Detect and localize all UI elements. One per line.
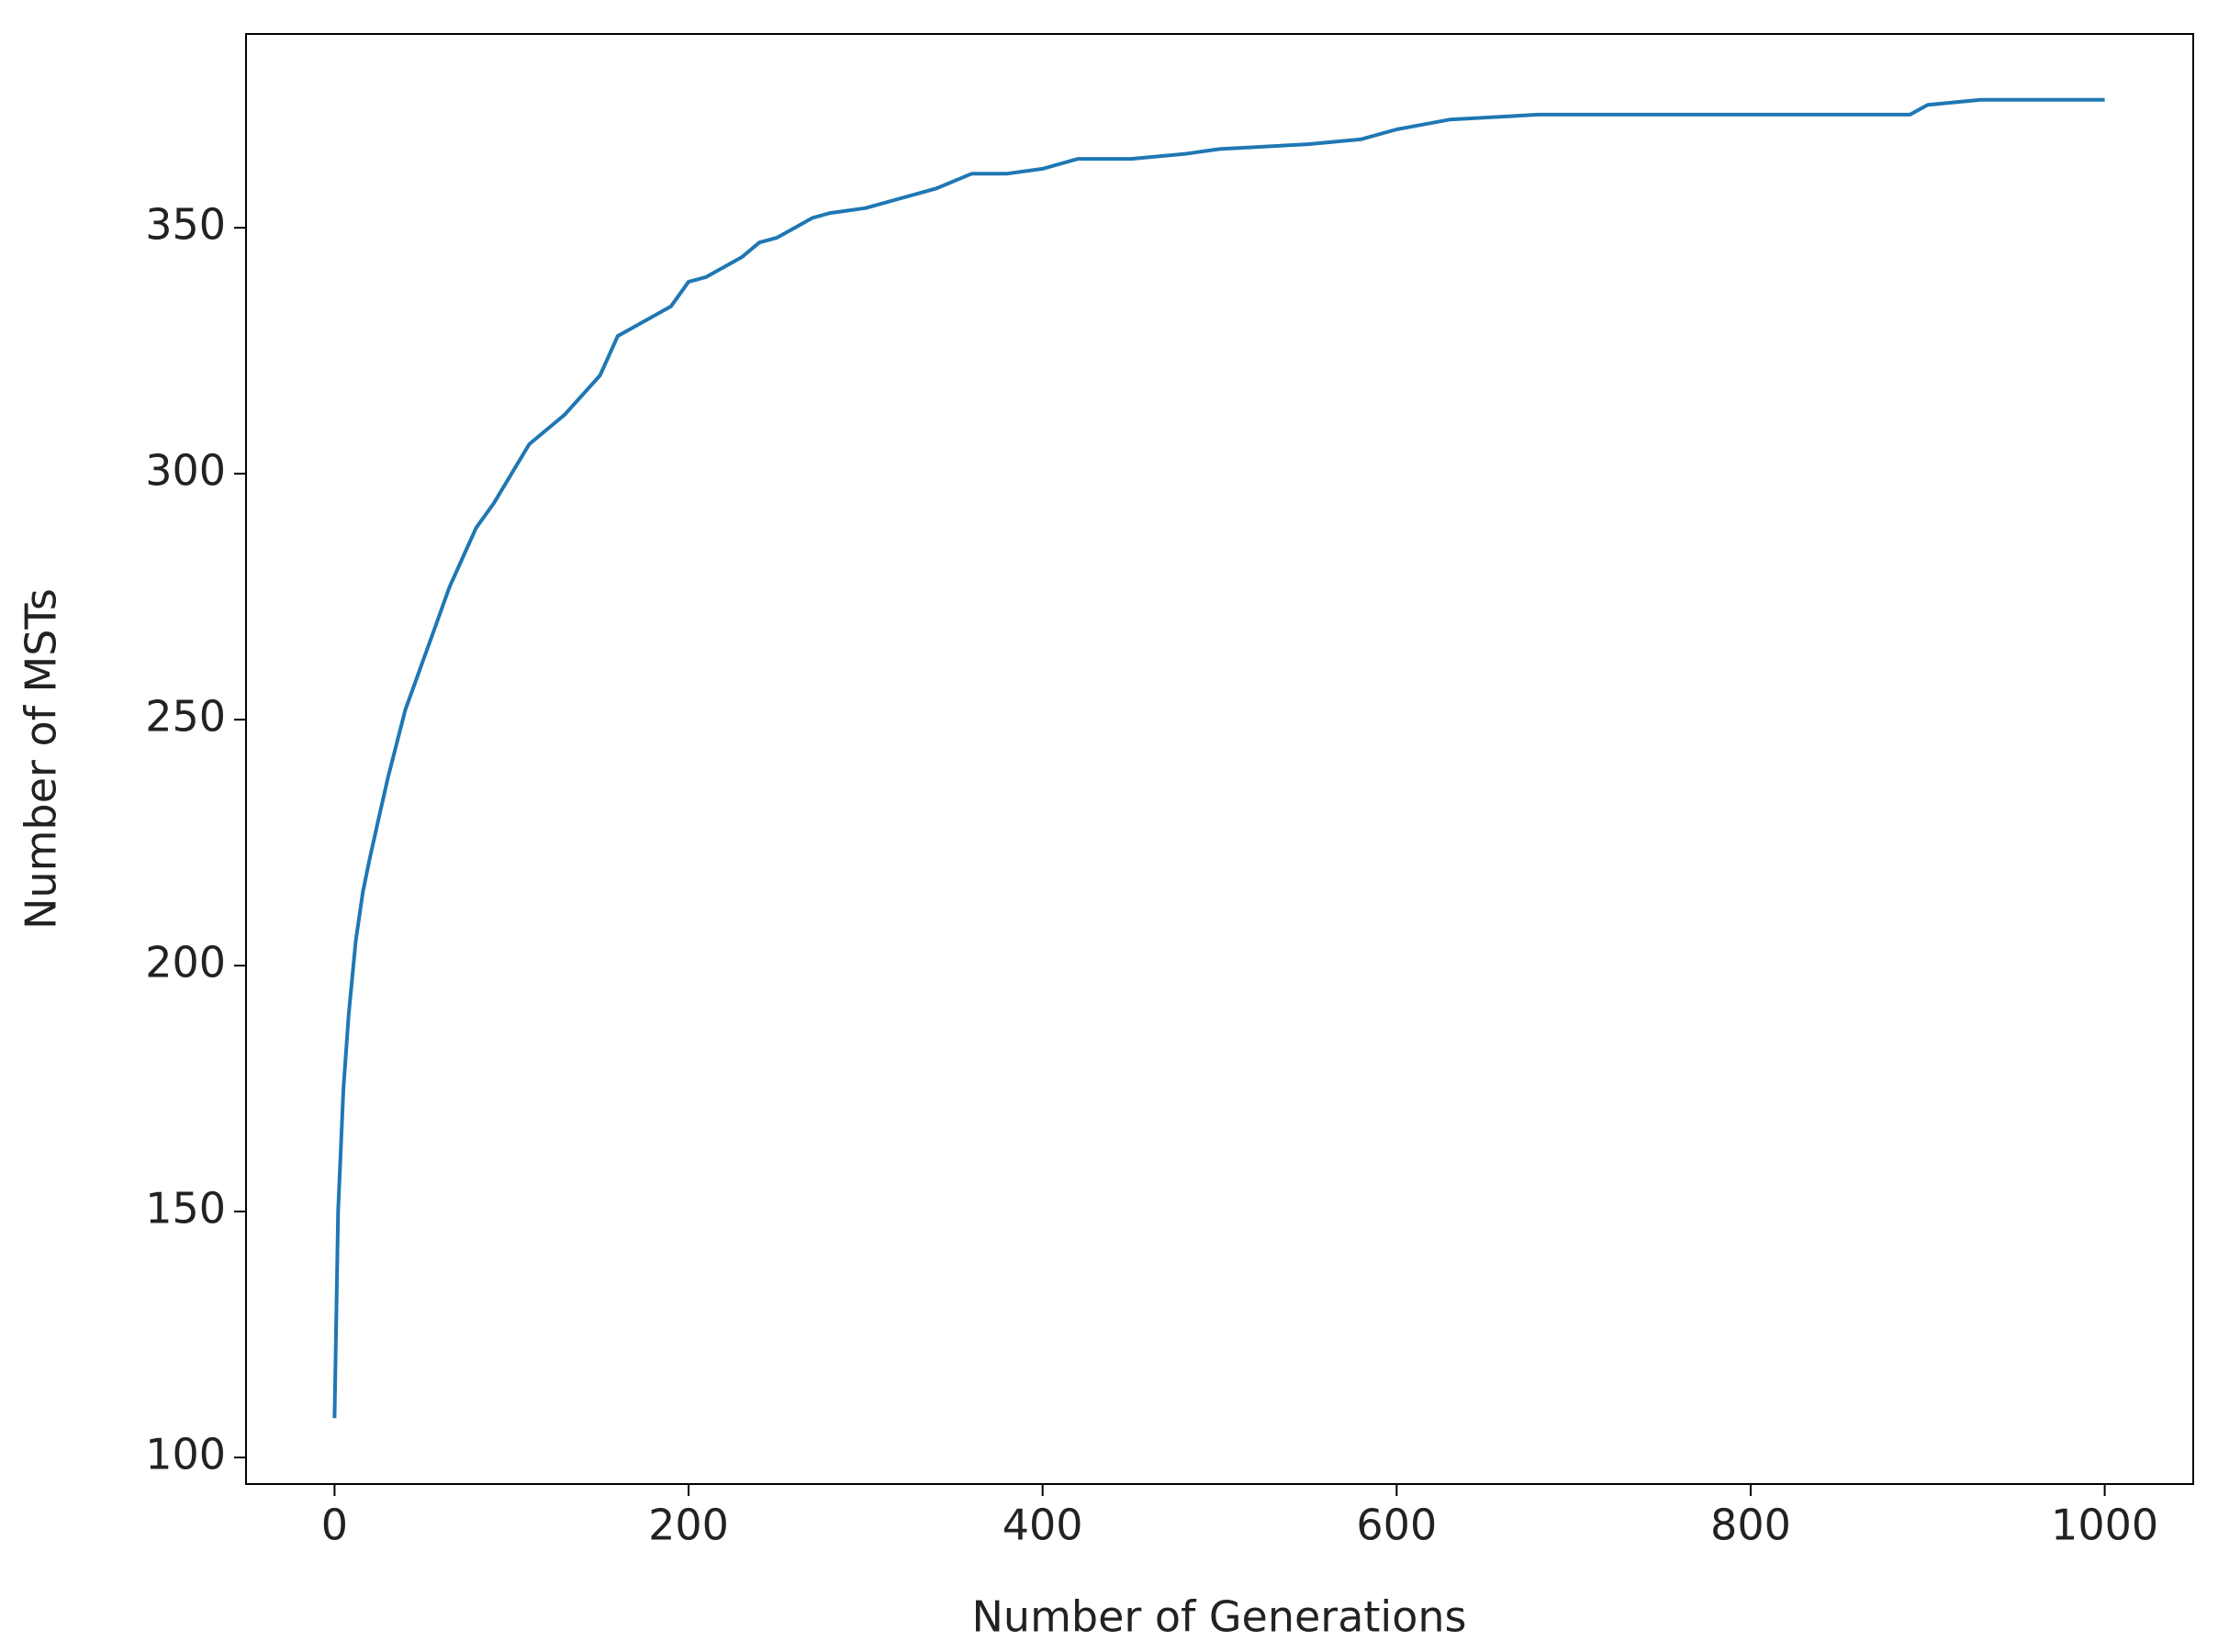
y-tick-label: 250 xyxy=(145,692,226,742)
x-tick-label: 200 xyxy=(648,1501,729,1550)
x-tick-label: 1000 xyxy=(2051,1501,2158,1550)
y-tick-label: 300 xyxy=(145,446,226,496)
y-axis-label: Number of MSTs xyxy=(17,588,66,930)
x-tick-label: 0 xyxy=(321,1501,348,1550)
y-tick-label: 200 xyxy=(145,938,226,988)
data-line xyxy=(332,97,2105,1419)
x-tick-label: 800 xyxy=(1710,1501,1791,1550)
y-tick-label: 150 xyxy=(145,1184,226,1233)
y-tick-label: 100 xyxy=(145,1430,226,1479)
x-axis-label: Number of Generations xyxy=(972,1592,1467,1642)
x-tick-label: 600 xyxy=(1356,1501,1437,1550)
x-tick-label: 400 xyxy=(1003,1501,1083,1550)
y-tick-label: 350 xyxy=(145,200,226,250)
plot-frame xyxy=(245,33,2194,1485)
